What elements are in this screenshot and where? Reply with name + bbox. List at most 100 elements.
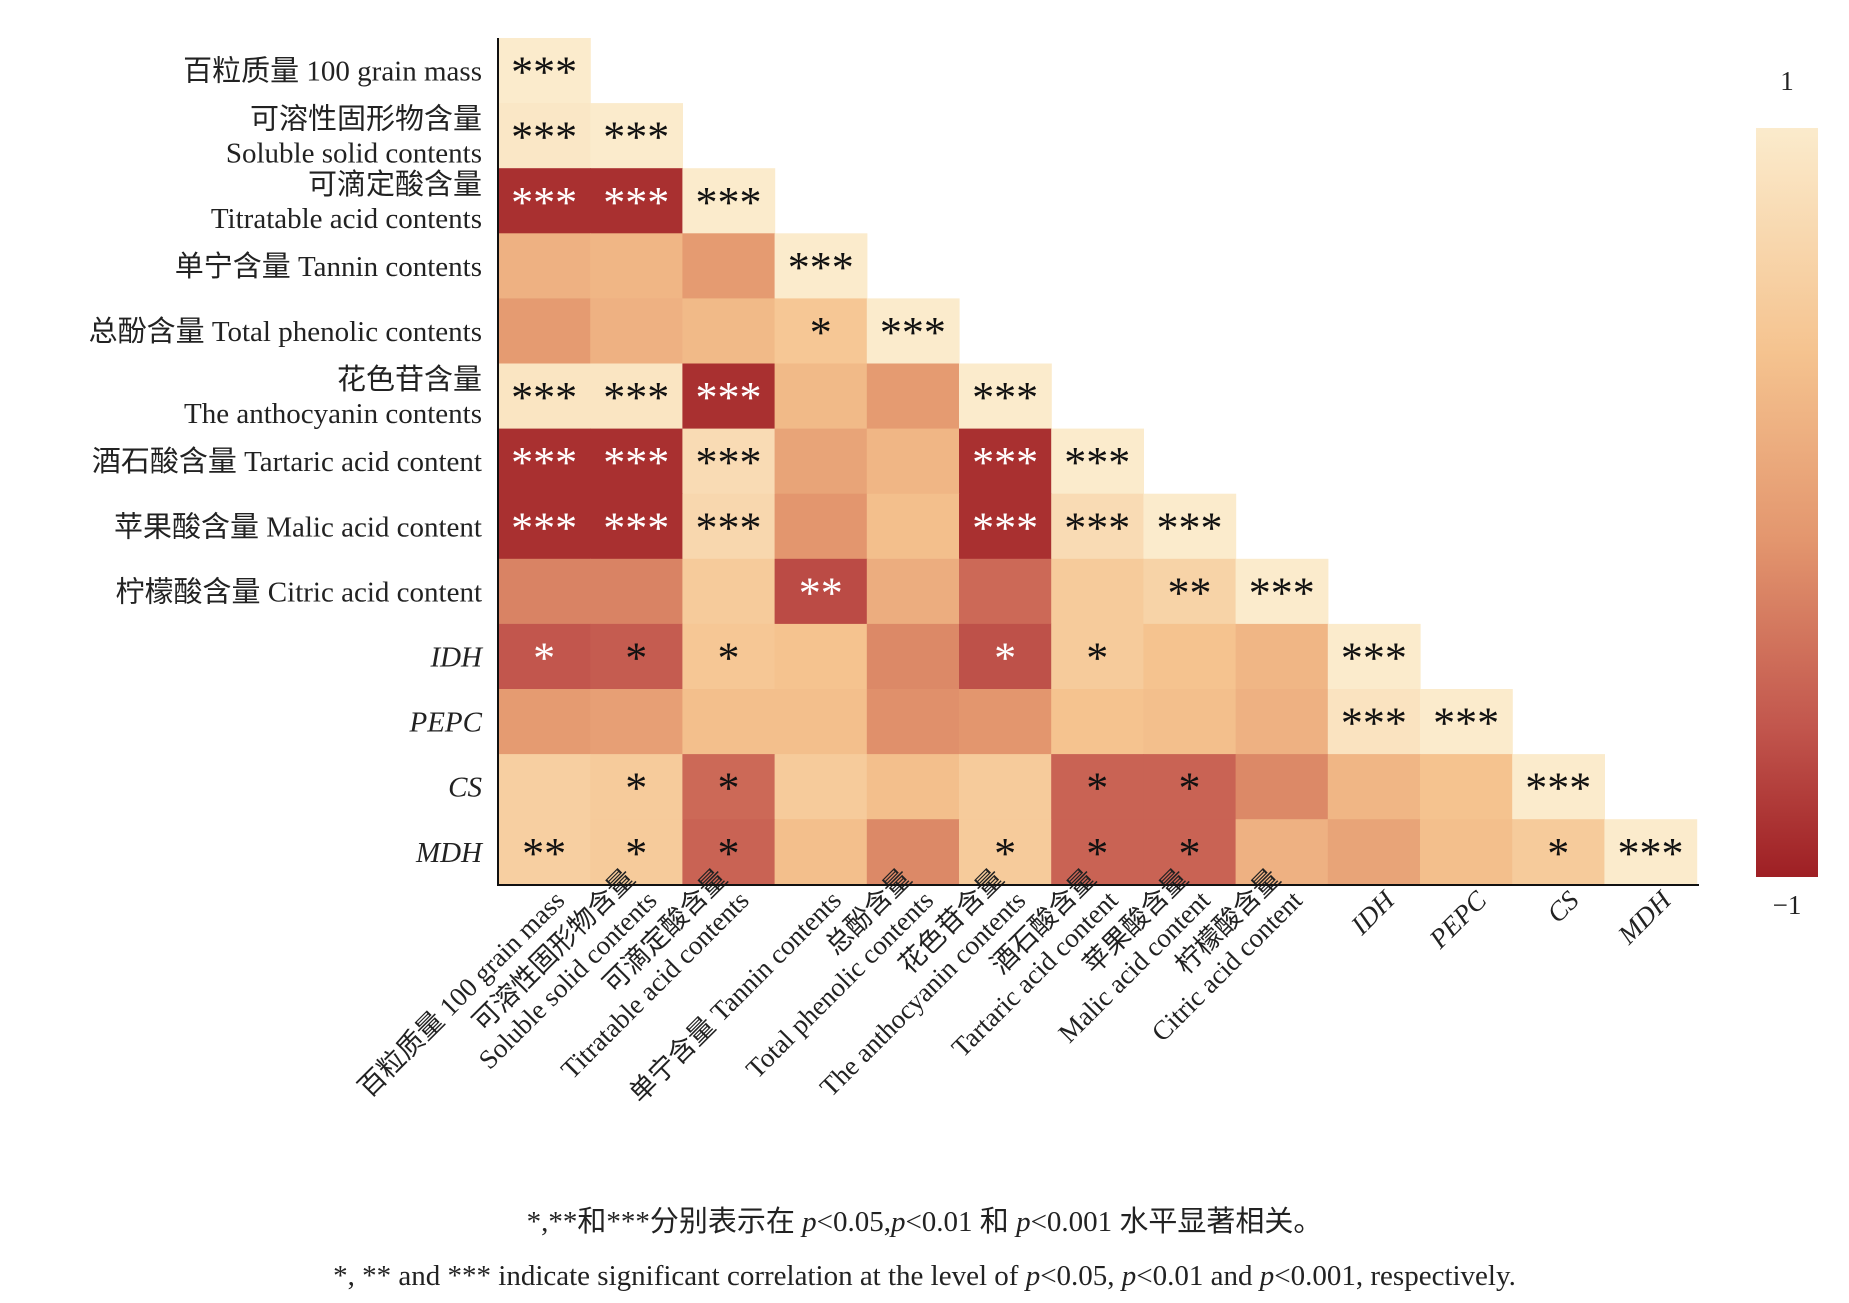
heatmap-cell [866, 298, 960, 365]
significance-mark: * [1179, 829, 1201, 878]
heatmap-cell [682, 819, 776, 885]
heatmap-cell [959, 558, 1052, 625]
x-tick-label: PEPC [1423, 884, 1493, 954]
svg-text:MDH: MDH [1611, 884, 1677, 950]
heatmap-cell [590, 363, 683, 430]
significance-mark: *** [788, 243, 854, 292]
significance-mark: * [718, 829, 740, 878]
y-tick-label: 百粒质量 100 grain mass [183, 55, 482, 88]
significance-mark: *** [1341, 699, 1407, 748]
significance-mark: *** [1341, 633, 1407, 682]
significance-mark: *** [603, 178, 669, 227]
heatmap-cell [590, 168, 683, 234]
y-tick-label: 苹果酸含量 Malic acid content [114, 510, 482, 543]
y-tick-label: 酒石酸含量 Tartaric acid content [92, 445, 482, 478]
significance-note-english: *, ** and *** indicate significant corre… [333, 1260, 1516, 1292]
heatmap-cells: ****** ****** *** ******* ****** *** *** ******… [498, 38, 1698, 885]
y-tick-label: Titratable acid contents [211, 203, 482, 235]
heatmap-cell [866, 819, 960, 885]
heatmap-cell [959, 493, 1052, 560]
heatmap-cell [774, 819, 868, 885]
significance-mark: * [625, 829, 647, 878]
y-tick-label: 柠檬酸含量 Citric acid content [116, 575, 482, 608]
significance-mark: * [625, 764, 647, 813]
x-tick-label: IDH [1344, 884, 1401, 941]
y-tick-label: PEPC [409, 707, 483, 739]
heatmap-cell [866, 558, 960, 625]
significance-mark: *** [1525, 764, 1591, 813]
heatmap-cell [1420, 689, 1513, 755]
heatmap-cell [682, 298, 776, 365]
significance-mark: *** [1157, 503, 1223, 552]
significance-mark: * [994, 829, 1016, 878]
heatmap-cell [774, 754, 868, 820]
heatmap-cell [1143, 754, 1237, 820]
y-tick-label: 可滴定酸含量 [308, 168, 482, 201]
significance-mark: * [1086, 764, 1108, 813]
significance-mark: * [1547, 829, 1569, 878]
heatmap-cell [498, 754, 591, 820]
significance-mark: ** [799, 568, 843, 617]
significance-mark: *** [603, 373, 669, 422]
heatmap-cell [866, 623, 960, 690]
heatmap-cell [590, 233, 683, 299]
significance-mark: * [1179, 764, 1201, 813]
heatmap-cell [498, 103, 591, 169]
significance-mark: *** [696, 503, 762, 552]
heatmap-cell [1327, 689, 1421, 755]
significance-mark: *** [972, 373, 1038, 422]
heatmap-cell [1512, 754, 1605, 820]
significance-mark: *** [1249, 568, 1315, 617]
x-tick-label: CS [1541, 885, 1585, 929]
heatmap-cell [590, 754, 683, 820]
significance-mark: *** [1618, 829, 1684, 878]
heatmap-cell [959, 819, 1052, 885]
heatmap-cell [590, 689, 683, 755]
heatmap-cell [498, 623, 591, 690]
significance-mark: *** [511, 178, 577, 227]
significance-mark: * [1086, 633, 1108, 682]
heatmap-cell [774, 428, 868, 495]
significance-mark: *** [603, 113, 669, 162]
heatmap-cell [498, 819, 591, 885]
heatmap-cell [1327, 754, 1421, 820]
significance-mark: ** [522, 829, 566, 878]
significance-mark: *** [696, 178, 762, 227]
y-tick-label: CS [448, 772, 482, 804]
heatmap-cell [866, 493, 960, 560]
significance-mark: *** [696, 438, 762, 487]
heatmap-cell [682, 428, 776, 495]
heatmap-cell [682, 493, 776, 560]
significance-mark: * [718, 764, 740, 813]
heatmap-cell [682, 168, 776, 234]
heatmap-cell [1051, 689, 1144, 755]
heatmap-cell [1235, 754, 1329, 820]
significance-mark: *** [1064, 503, 1130, 552]
heatmap-cell [498, 689, 591, 755]
heatmap-cell [1051, 754, 1144, 820]
significance-mark: *** [972, 503, 1038, 552]
heatmap-cell [774, 623, 868, 690]
heatmap-cell [1051, 623, 1144, 690]
y-tick-label: The anthocyanin contents [184, 398, 482, 430]
significance-mark: *** [511, 373, 577, 422]
heatmap-cell [959, 428, 1052, 495]
heatmap-cell [498, 168, 591, 234]
y-tick-label: 单宁含量 Tannin contents [175, 250, 482, 283]
heatmap-cell [866, 689, 960, 755]
y-tick-label: 花色苷含量 [337, 363, 482, 396]
heatmap-cell [774, 493, 868, 560]
significance-mark: * [994, 633, 1016, 682]
heatmap-cell [1143, 689, 1237, 755]
heatmap-cell [1420, 754, 1513, 820]
heatmap-cell [498, 363, 591, 430]
heatmap-cell [682, 558, 776, 625]
heatmap-cell [590, 298, 683, 365]
heatmap-cell [682, 754, 776, 820]
heatmap-cell [590, 493, 683, 560]
significance-mark: *** [511, 438, 577, 487]
heatmap-cell [498, 38, 591, 104]
svg-text:PEPC: PEPC [1423, 884, 1493, 954]
heatmap-cell [590, 103, 683, 169]
significance-mark: * [810, 308, 832, 357]
